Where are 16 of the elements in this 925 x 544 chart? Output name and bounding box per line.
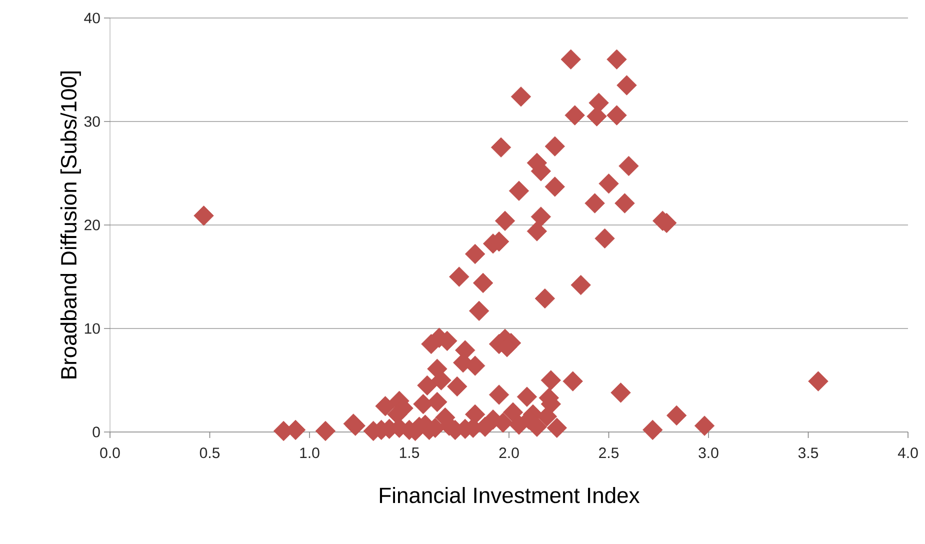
x-tick-label: 3.0: [698, 448, 718, 458]
x-tick-label: 4.0: [898, 448, 918, 458]
y-tick-label: 0: [92, 426, 100, 438]
x-tick-label: 2.0: [499, 448, 519, 458]
x-tick-label: 1.5: [400, 448, 420, 458]
x-tick-label: 2.5: [599, 448, 619, 458]
x-tick-label: 0.5: [200, 448, 220, 458]
y-tick-label: 20: [84, 220, 100, 230]
x-tick-label: 0.0: [100, 448, 120, 458]
y-tick-label: 10: [84, 323, 100, 334]
x-axis-title: Financial Investment Index: [380, 487, 640, 504]
x-tick-label: 3.5: [798, 448, 818, 458]
y-tick-label: 40: [84, 12, 100, 24]
y-axis-title: Broadband Diffusion [Subs/100]: [60, 72, 81, 378]
y-tick-label: 30: [84, 116, 100, 127]
x-tick-label: 1.0: [300, 448, 320, 458]
